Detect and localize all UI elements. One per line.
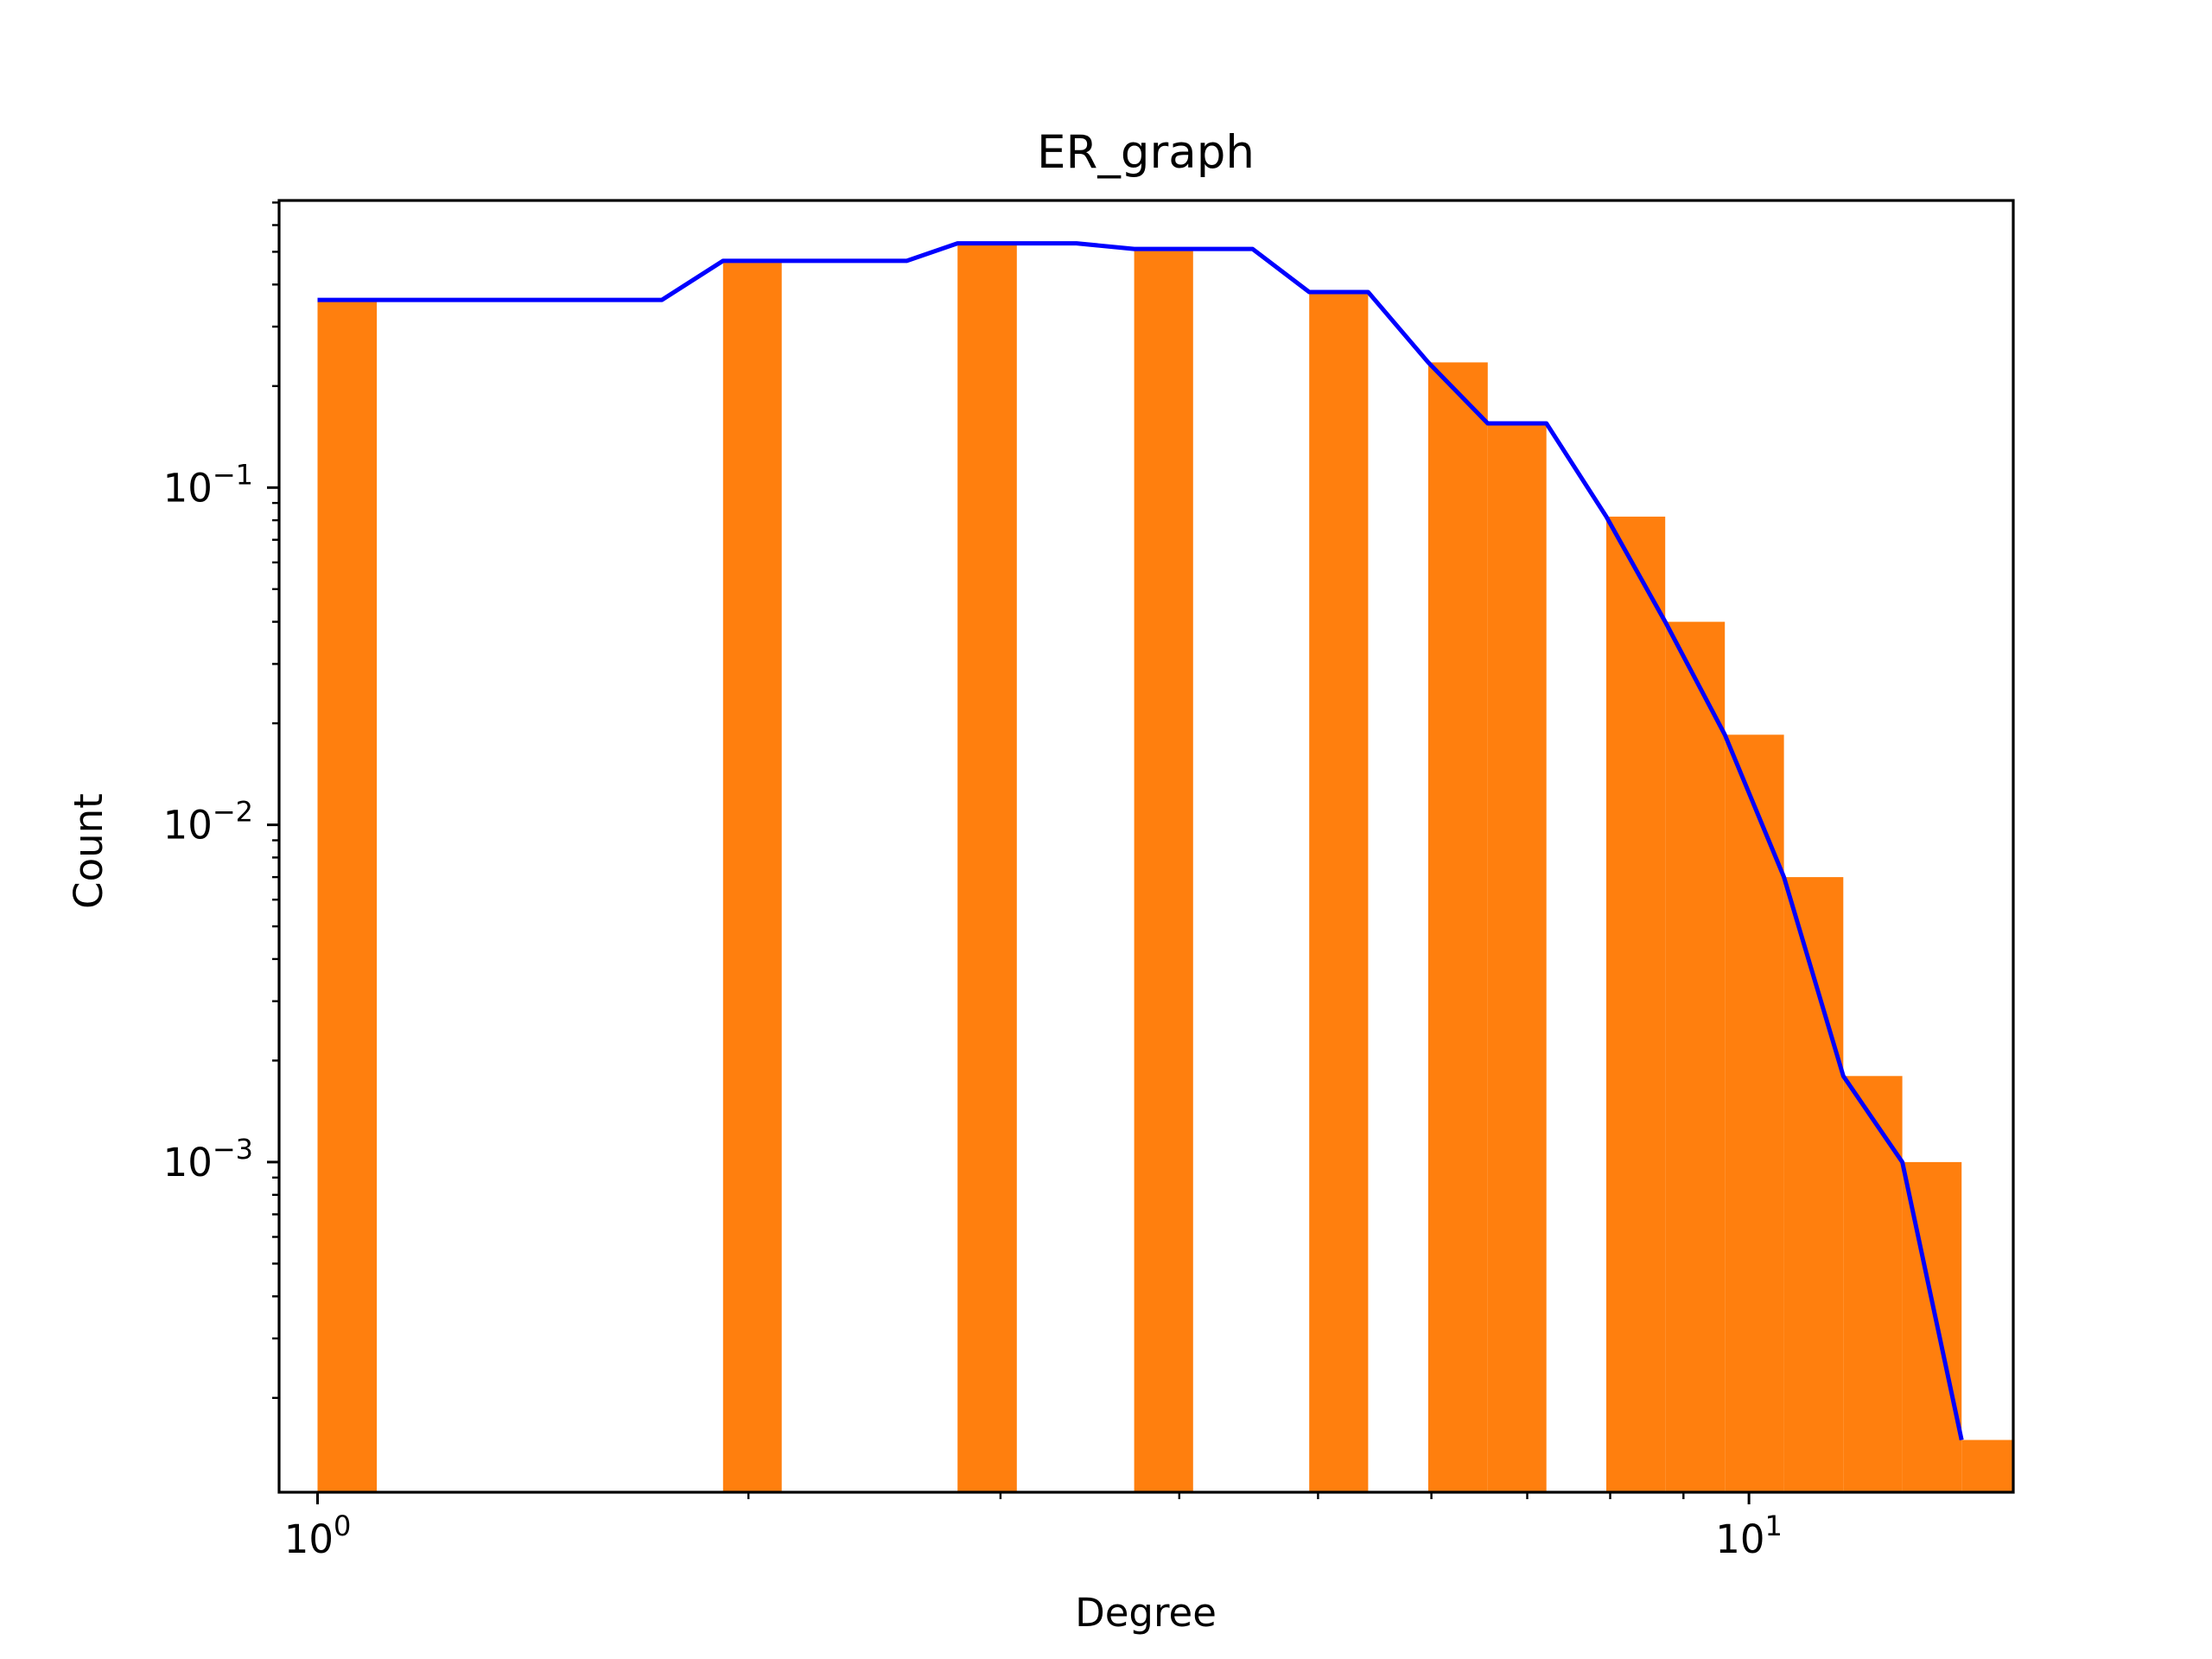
y-tick-label: 10−2 [163,796,253,849]
bar [1309,292,1369,1492]
y-axis-ticks: 10−1 10−2 10−3 [163,201,279,1400]
series-line [317,241,1964,1441]
y-tick-label: 10−1 [163,458,253,511]
bar [1134,249,1193,1493]
x-axis-ticks: 100 101 [284,1492,1783,1562]
x-axis-label: Degree [1075,1590,1217,1636]
bar [1843,1076,1903,1492]
axes-frame [277,199,2015,1494]
y-tick-label: 10−3 [163,1133,253,1185]
x-tick-label: 100 [284,1510,352,1562]
bar [1725,734,1784,1492]
y-axis-label: Count [66,793,111,909]
chart-title: ER_graph [1037,126,1255,179]
bar [1961,1440,2013,1492]
line-series [317,241,1964,1441]
bar [317,300,378,1493]
bar [1427,362,1488,1492]
bar [1606,516,1666,1492]
x-tick-label: 101 [1715,1510,1783,1562]
bar [722,260,782,1492]
bar [1487,423,1547,1492]
bar [1665,621,1726,1492]
bars [317,243,2013,1493]
bar [957,243,1017,1493]
